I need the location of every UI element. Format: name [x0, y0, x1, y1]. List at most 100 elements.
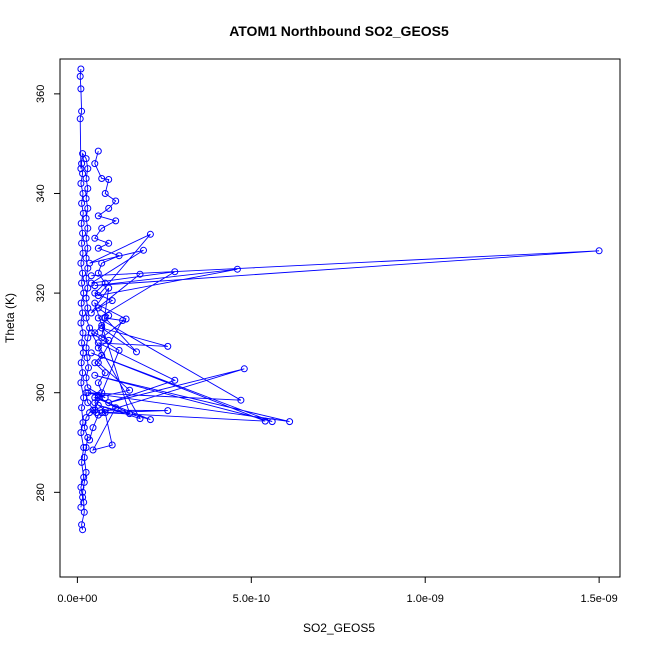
data-point [91, 160, 99, 168]
y-axis: 280 300 320 340 360 [35, 85, 61, 502]
data-point [77, 299, 85, 307]
data-point [91, 234, 99, 242]
data-point [83, 354, 91, 362]
data-point [84, 185, 92, 192]
data-point [77, 483, 85, 491]
data-point [94, 394, 102, 402]
data-point [112, 217, 120, 225]
data-point [108, 441, 116, 449]
data-point [94, 269, 102, 277]
data-point [595, 247, 603, 255]
data-point [82, 254, 90, 262]
data-point [105, 176, 113, 183]
x-tick-label: 1.5e-09 [580, 593, 617, 605]
series-line-2 [87, 233, 600, 451]
data-point [79, 249, 87, 257]
data-point [164, 342, 172, 350]
data-point [77, 85, 85, 93]
data-point [171, 376, 179, 384]
data-point [105, 399, 113, 407]
data-point [91, 399, 99, 407]
plot-frame [59, 58, 621, 578]
data-point [84, 384, 92, 392]
data-series [76, 65, 603, 534]
data-point [80, 508, 88, 516]
y-axis-label: Theta (K) [3, 293, 17, 343]
data-point [94, 344, 102, 352]
data-point [94, 339, 102, 347]
data-point [79, 209, 87, 217]
data-point [82, 155, 90, 163]
data-point [98, 351, 106, 359]
data-point [87, 272, 95, 280]
data-point [98, 259, 106, 267]
data-point [77, 429, 85, 437]
data-point [146, 230, 154, 238]
data-point [79, 526, 87, 534]
data-point [77, 259, 85, 267]
data-point [87, 349, 95, 357]
data-point [78, 339, 86, 347]
data-point [94, 147, 102, 155]
data-point [91, 329, 99, 337]
data-point [108, 297, 116, 305]
chart-title: ATOM1 Northbound SO2_GEOS5 [229, 23, 449, 39]
data-point [136, 270, 144, 278]
data-point [91, 371, 99, 379]
data-point [80, 424, 88, 432]
data-point [94, 212, 102, 220]
data-point [101, 394, 109, 402]
data-point [86, 436, 94, 444]
data-point [94, 379, 102, 387]
data-point [80, 478, 88, 486]
data-point [84, 399, 92, 407]
data-point [79, 369, 87, 377]
data-point [133, 348, 140, 356]
data-point [237, 396, 245, 404]
data-point [82, 444, 90, 451]
data-point [164, 407, 172, 415]
data-point [78, 404, 86, 412]
data-point [77, 65, 85, 73]
data-point [82, 374, 90, 382]
data-point [79, 150, 87, 158]
data-point [98, 322, 106, 329]
y-tick-label: 360 [35, 85, 47, 103]
y-tick-label: 280 [35, 483, 47, 501]
data-point [78, 199, 86, 207]
data-point [80, 289, 88, 297]
data-point [84, 389, 92, 397]
data-point [82, 314, 90, 322]
data-point [233, 265, 241, 273]
data-point [91, 406, 99, 414]
data-point [77, 503, 85, 511]
x-tick-label: 1.0e-09 [407, 593, 444, 605]
data-point [112, 404, 120, 412]
data-point [119, 317, 127, 324]
data-point [98, 224, 106, 232]
data-point [77, 359, 85, 367]
data-point [101, 406, 109, 414]
data-point [84, 304, 92, 312]
data-point [84, 334, 92, 342]
data-point [84, 204, 92, 212]
data-point [94, 411, 102, 419]
data-point [80, 444, 88, 451]
data-point [77, 165, 85, 173]
data-point [77, 180, 85, 187]
x-tick-label: 5.0e-10 [233, 593, 270, 605]
data-point [84, 165, 92, 173]
data-point [89, 446, 97, 454]
data-point [94, 304, 102, 312]
data-point [122, 315, 130, 323]
data-point [94, 244, 102, 252]
y-tick-label: 340 [35, 184, 47, 202]
data-point [84, 244, 92, 252]
data-point [78, 239, 86, 247]
data-point [82, 195, 90, 202]
data-point [105, 204, 113, 212]
data-point [105, 239, 113, 247]
data-point [84, 284, 92, 292]
data-point [115, 346, 123, 354]
